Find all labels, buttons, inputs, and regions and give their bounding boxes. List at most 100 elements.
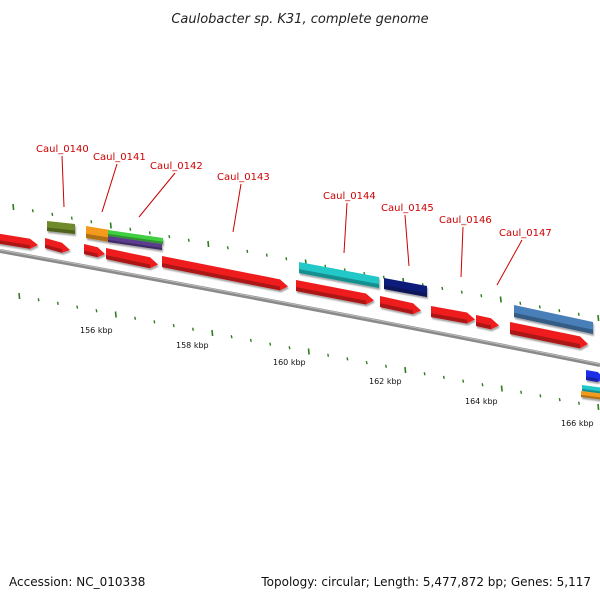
lower-tick-13 [269,342,272,346]
leader-caul-0146 [460,226,464,278]
label-leader-lines [61,155,523,286]
upper-tick-8 [168,234,171,239]
ruler-label-160kbp: 160 kbp [273,358,306,367]
gene-block-steel-blue-shading [514,312,593,334]
lower-tick-26 [520,390,523,394]
lower-tick-4 [95,309,98,313]
upper-tick-2 [51,212,54,217]
upper-tick-10 [207,240,210,248]
lower-tick-7 [153,320,156,324]
gene-block-cyan-shading [299,269,379,288]
lower-tick-3 [76,305,79,309]
gene-label-caul-0146[interactable]: Caul_0146 [439,215,492,226]
ruler-label-158kbp: 158 kbp [176,341,209,350]
upper-tick-14 [285,257,288,261]
gene-label-caul-0140[interactable]: Caul_0140 [36,144,89,155]
gene-arrow-i-shading [476,322,491,330]
genome-backbone-highlight [0,249,600,365]
leader-caul-0145 [404,214,410,267]
upper-tick-23 [460,290,463,294]
lower-tick-25 [500,385,503,392]
map-title: Caulobacter sp. K31, complete genome [171,12,428,27]
lower-tick-21 [423,372,426,376]
gene-arrow-j[interactable] [510,322,588,349]
feature-tick-row-lower [18,292,600,411]
ruler-label-156kbp: 156 kbp [80,326,113,335]
upper-tick-0 [12,203,15,211]
genome-backbone [0,249,600,367]
upper-tick-29 [577,312,580,316]
leader-caul-0143 [232,183,242,233]
lower-tick-1 [37,298,40,302]
lower-tick-11 [230,335,233,339]
upper-tick-7 [148,231,151,235]
lower-tick-18 [365,360,368,365]
ruler-label-162kbp: 162 kbp [369,377,402,386]
gene-label-caul-0143[interactable]: Caul_0143 [217,172,270,183]
gene-arrow-b-shading [45,244,62,253]
gene-label-caul-0144[interactable]: Caul_0144 [323,191,376,202]
upper-tick-26 [519,301,522,305]
feature-tick-row-upper [12,203,600,322]
lower-tick-19 [385,364,387,368]
accession-text: Accession: NC_010338 [9,575,145,589]
lower-tick-10 [211,329,214,337]
gene-arrow-d[interactable] [106,248,158,269]
gene-arrow-e[interactable] [162,256,288,291]
gene-arrow-h-shading [431,313,467,324]
lower-tick-8 [172,323,175,328]
upper-tick-13 [265,253,268,257]
lower-tick-23 [462,379,465,383]
leader-caul-0144 [343,202,348,254]
lower-tick-30 [597,403,600,411]
gene-arrow-a-shading [0,240,30,249]
upper-tick-12 [246,249,249,254]
lower-tick-9 [192,327,194,331]
leader-caul-0140 [61,155,65,208]
lower-tick-0 [18,292,21,300]
upper-tick-9 [187,238,190,242]
upper-tick-28 [558,308,561,313]
lower-tick-27 [539,394,542,398]
gene-arrow-j-shading [510,329,580,349]
gene-arrow-g-shading [380,303,413,315]
gene-label-caul-0147[interactable]: Caul_0147 [499,228,552,239]
lower-tick-14 [288,346,291,350]
upper-tick-5 [109,222,112,229]
gene-arrow-c-shading [84,250,98,258]
gene-arrow-blue-shading [586,376,598,382]
leader-caul-0147 [496,239,523,286]
leader-caul-0142 [138,172,176,218]
ruler-label-164kbp: 164 kbp [465,397,498,406]
lower-tick-28 [558,397,561,402]
gene-block-purple-shading [108,239,162,250]
gene-track [0,221,600,400]
leader-caul-0141 [101,163,118,213]
lower-tick-16 [327,353,330,357]
lower-tick-20 [404,366,407,374]
gene-block-olive-shading [47,227,75,234]
lower-tick-6 [134,316,137,320]
ruler-label-166kbp: 166 kbp [561,419,594,428]
gene-arrow-f[interactable] [296,280,374,305]
gene-block-cyan-edge-shading [582,388,600,394]
gene-label-caul-0142[interactable]: Caul_0142 [150,161,203,172]
topology-summary-text: Topology: circular; Length: 5,477,872 bp… [260,575,591,589]
gene-arrow-d-shading [106,255,150,269]
gene-label-caul-0141[interactable]: Caul_0141 [93,152,146,163]
gene-block-orange-edge-shading [581,394,600,400]
lower-tick-12 [249,338,252,343]
upper-tick-11 [226,246,229,250]
lower-tick-15 [307,348,310,355]
gene-block-navy-shading [384,285,427,297]
lower-tick-2 [56,301,59,306]
gene-label-caul-0145[interactable]: Caul_0145 [381,203,434,214]
gene-block-orange-shading [86,233,110,242]
gene-arrow-e-shading [162,263,280,291]
gene-arrow-g[interactable] [380,296,421,315]
upper-tick-3 [70,216,73,220]
upper-tick-22 [441,286,444,291]
lower-tick-22 [442,375,445,380]
upper-tick-25 [499,296,502,303]
